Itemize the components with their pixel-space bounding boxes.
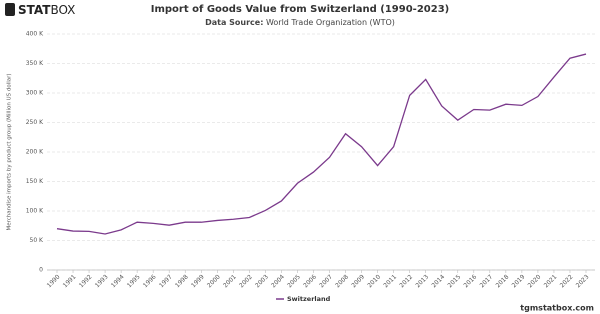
x-tick-label: 2009 [350,273,366,289]
x-tick-label: 2001 [222,273,238,289]
y-tick-label: 0 [39,267,43,274]
x-tick-label: 2018 [495,273,511,289]
logo-icon [5,3,15,16]
x-tick-label: 2004 [270,273,286,289]
x-tick-label: 1999 [190,273,206,289]
footer: tgmstatbox.com [520,304,594,313]
x-tick-label: 2008 [334,273,350,289]
logo-bold: STAT [18,3,51,17]
x-tick-label: 2003 [254,273,270,289]
chart-subtitle: Data Source: World Trade Organization (W… [205,18,395,27]
x-tick-label: 1991 [62,273,78,289]
x-tick-label: 2010 [366,273,382,289]
x-tick-label: 2015 [446,273,462,289]
x-tick-label: 2013 [414,273,430,289]
logo-light: BOX [50,3,75,17]
y-tick-label: 350 K [26,60,44,67]
y-tick-label: 400 K [26,31,44,38]
chart-title: Import of Goods Value from Switzerland (… [151,4,449,15]
x-tick-label: 1998 [174,273,190,289]
x-tick-label: 2019 [511,273,527,289]
x-tick-label: 1994 [110,273,126,289]
subtitle-text: World Trade Organization (WTO) [266,18,395,27]
x-tick-label: 2023 [575,273,591,289]
y-tick-label: 150 K [26,178,44,185]
subtitle-label: Data Source: [205,18,263,27]
y-tick-label: 50 K [30,237,45,244]
x-tick-label: 2005 [286,273,302,289]
x-tick-label: 1990 [46,273,62,289]
x-tick-label: 2020 [527,273,543,289]
x-tick-label: 2012 [398,273,414,289]
x-tick-label: 2006 [302,273,318,289]
x-tick-label: 1997 [158,273,174,289]
x-tick-label: 2022 [559,273,575,289]
x-tick-label: 1996 [142,273,158,289]
y-axis-label: Merchandise imports by product group (Mi… [7,73,13,230]
logo: STATBOX [18,3,75,17]
y-tick-label: 250 K [26,119,44,126]
x-tick-label: 2017 [479,273,495,289]
x-tick-label: 2014 [430,273,446,289]
x-tick-label: 1993 [94,273,110,289]
x-tick-label: 2021 [543,273,559,289]
legend-label: Switzerland [287,295,331,303]
y-tick-label: 100 K [26,208,44,215]
x-tick-label: 1995 [126,273,142,289]
y-tick-label: 300 K [26,90,44,97]
x-tick-label: 1992 [78,273,94,289]
x-tick-label: 2002 [238,273,254,289]
x-tick-label: 2000 [206,273,222,289]
x-tick-label: 2011 [382,273,398,289]
x-tick-label: 2007 [318,273,334,289]
y-tick-label: 200 K [26,149,44,156]
line [56,53,587,235]
x-tick-label: 2016 [463,273,479,289]
